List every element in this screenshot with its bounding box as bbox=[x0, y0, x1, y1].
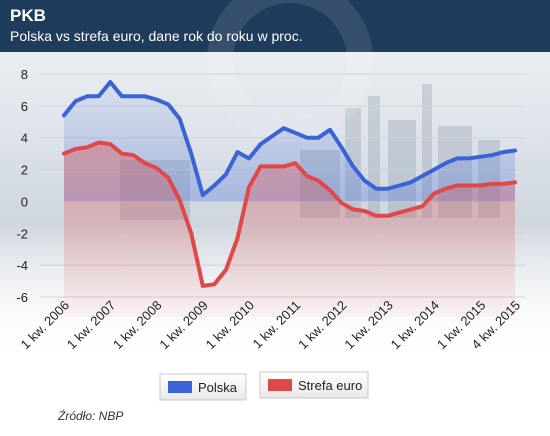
legend: Polska Strefa euro bbox=[159, 371, 369, 401]
series-fill-polska bbox=[64, 82, 515, 202]
source-note: Źródło: NBP bbox=[58, 409, 124, 423]
chart-subtitle: Polska vs strefa euro, dane rok do roku … bbox=[10, 28, 303, 44]
header-bar: PKB Polska vs strefa euro, dane rok do r… bbox=[0, 0, 550, 52]
series-line-strefa-euro bbox=[62, 140, 517, 288]
series-fills bbox=[64, 82, 515, 317]
y-tick-label: -2 bbox=[16, 226, 28, 241]
series-line-polska bbox=[62, 80, 517, 198]
legend-item-polska: Polska bbox=[159, 373, 247, 401]
legend-label-strefa-euro: Strefa euro bbox=[298, 378, 362, 393]
y-tick-label: 4 bbox=[21, 131, 28, 146]
legend-item-strefa-euro: Strefa euro bbox=[259, 371, 369, 399]
series-fill-strefa-euro bbox=[64, 142, 515, 317]
y-tick-label: 0 bbox=[21, 194, 28, 209]
legend-swatch-polska bbox=[168, 381, 192, 393]
legend-label-polska: Polska bbox=[198, 380, 238, 395]
y-tick-label: -6 bbox=[16, 290, 28, 305]
y-axis: 8 6 4 2 0 -2 -4 -6 bbox=[16, 67, 28, 305]
series-lines bbox=[62, 80, 517, 288]
legend-swatch-strefa-euro bbox=[268, 379, 292, 391]
y-tick-label: 2 bbox=[21, 163, 28, 178]
y-tick-label: 6 bbox=[21, 99, 28, 114]
chart-title: PKB bbox=[10, 6, 46, 25]
y-tick-label: 8 bbox=[21, 67, 28, 82]
y-tick-label: -4 bbox=[16, 258, 28, 273]
